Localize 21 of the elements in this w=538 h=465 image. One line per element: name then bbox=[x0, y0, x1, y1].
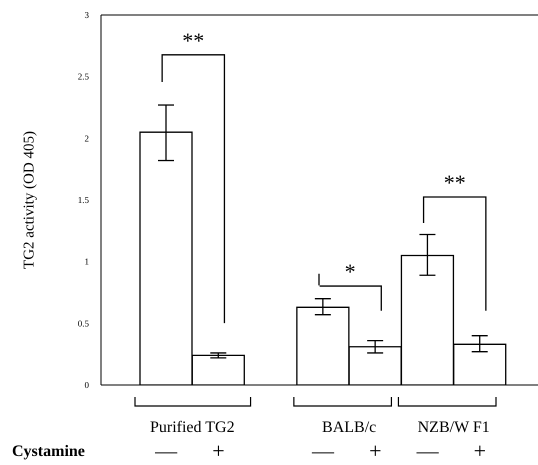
x-tick-label: + bbox=[212, 438, 225, 463]
text: BALB/c bbox=[322, 419, 376, 436]
y-tick-label: 2 bbox=[84, 133, 89, 144]
y-tick-label: 1 bbox=[84, 256, 89, 267]
x-tick-label: — bbox=[311, 438, 335, 463]
y-axis-title: TG2 activity (OD 405) bbox=[21, 131, 38, 269]
y-tick-label: 0 bbox=[84, 380, 90, 390]
y-tick-label: 2.5 bbox=[78, 72, 90, 82]
x-tick-label: — bbox=[154, 438, 178, 463]
annotation: ** bbox=[182, 28, 204, 53]
text: Cystamine bbox=[12, 443, 85, 460]
text: NZB/W F1 bbox=[418, 419, 490, 436]
y-tick-label: 0.5 bbox=[78, 318, 90, 328]
x-tick-label: — bbox=[416, 438, 440, 463]
x-tick-label: + bbox=[474, 438, 486, 463]
y-tick-label: 3 bbox=[84, 10, 90, 20]
annotation: * bbox=[344, 259, 356, 284]
annotation: ** bbox=[444, 170, 466, 196]
y-tick-label: 1.5 bbox=[78, 195, 90, 205]
text: Purified TG2 bbox=[150, 419, 235, 436]
x-tick-label: + bbox=[369, 438, 382, 463]
